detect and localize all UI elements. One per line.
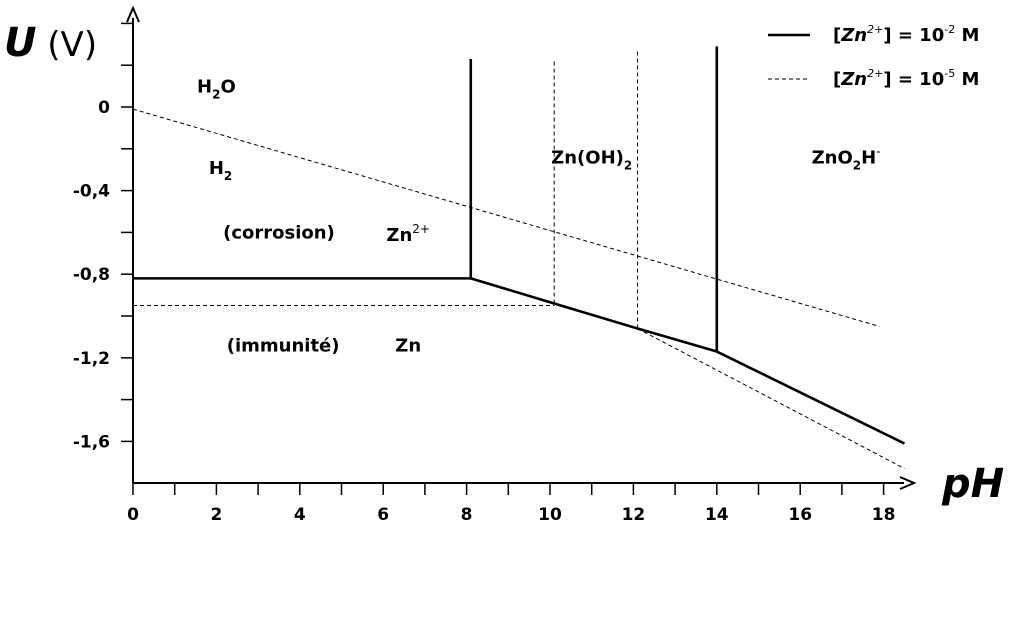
axes: 0 2 4 6 8 10 12 14 16 18 0 -0,4 -0,8 -1,2 -1,6 U (V) pH xyxy=(4,5,1004,525)
region-label-2: H2 xyxy=(209,158,232,183)
region-label-7: Zn(OH)2 xyxy=(551,147,632,172)
x-tick-label: 6 xyxy=(377,505,389,525)
x-tick-label: 8 xyxy=(461,505,473,525)
y-axis-title: U (V) xyxy=(4,20,97,66)
x-tick-label: 0 xyxy=(127,505,139,525)
region-label-8: ZnO2H- xyxy=(812,144,881,172)
x-axis-arrow xyxy=(899,476,917,490)
y-tick-label: -1,6 xyxy=(73,432,110,452)
region-label-1: H2O xyxy=(197,76,236,101)
region-label-4: Zn2+ xyxy=(386,222,430,246)
legend-label-solid: [Zn2+] = 10-2 M xyxy=(833,23,979,46)
x-axis-title: pH xyxy=(941,461,1004,507)
region-label-3: (corrosion) xyxy=(223,223,335,244)
x-tick-label: 18 xyxy=(872,505,896,525)
y-tick-label: 0 xyxy=(98,98,110,118)
series-line-8 xyxy=(637,328,905,470)
region-label-5: (immunité) xyxy=(227,336,340,357)
series-group xyxy=(132,46,906,470)
y-tick-label: -0,4 xyxy=(73,182,110,202)
legend: [Zn2+] = 10-2 M [Zn2+] = 10-5 M xyxy=(768,23,979,90)
x-tick-label: 2 xyxy=(210,505,222,525)
annotations-group: H2O H2 (corrosion) Zn2+ (immunité) Zn Zn(OH)2 Z… xyxy=(197,76,881,356)
x-tick-label: 12 xyxy=(622,505,646,525)
x-tick-label: 4 xyxy=(294,505,306,525)
legend-label-dashed: [Zn2+] = 10-5 M xyxy=(833,67,979,90)
y-tick-label: -0,8 xyxy=(73,265,110,285)
x-tick-label: 14 xyxy=(705,505,729,525)
x-tick-label: 16 xyxy=(788,505,812,525)
x-tick-label: 10 xyxy=(538,505,562,525)
series-line-4 xyxy=(132,108,880,327)
y-tick-label: -1,2 xyxy=(73,349,110,369)
y-axis-arrow xyxy=(126,5,140,23)
series-line-1 xyxy=(133,277,906,445)
region-label-6: Zn xyxy=(395,336,421,357)
